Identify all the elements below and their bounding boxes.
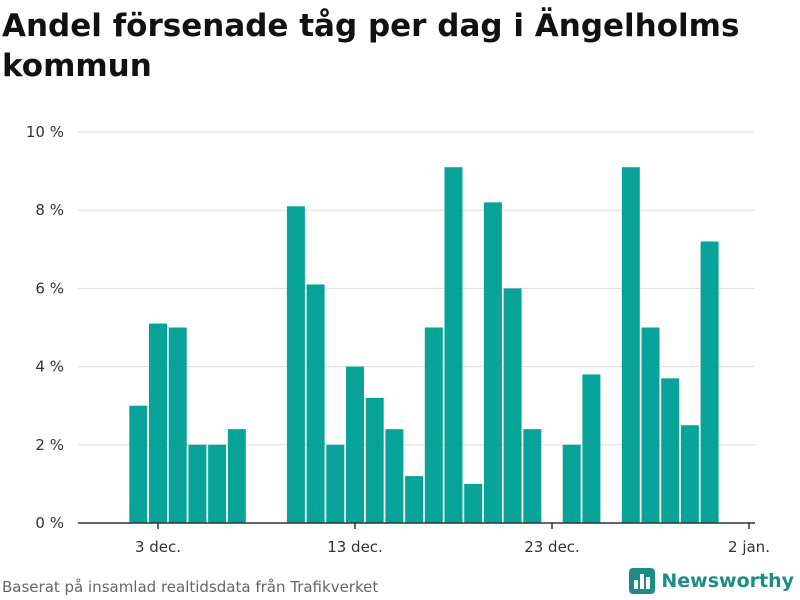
bar	[621, 167, 640, 523]
bar	[188, 444, 207, 523]
bars	[129, 167, 719, 524]
bar	[385, 429, 404, 523]
y-tick-label: 0 %	[35, 514, 64, 532]
x-axis: 3 dec. 13 dec. 23 dec. 2 jan.	[78, 522, 770, 556]
y-tick-label: 2 %	[35, 436, 64, 454]
bar	[483, 202, 502, 523]
bar	[523, 429, 542, 523]
bar	[562, 444, 581, 523]
bar	[641, 327, 660, 523]
bar	[306, 284, 325, 523]
bar	[208, 444, 227, 523]
x-tick-label: 3 dec.	[135, 538, 181, 556]
y-axis-ticks: 0 % 2 % 4 % 6 % 8 % 10 %	[26, 123, 64, 532]
y-tick-label: 4 %	[35, 358, 64, 376]
chart-title: Andel försenade tåg per dag i Ängelholms…	[2, 8, 740, 84]
bar	[286, 206, 305, 524]
bar	[700, 241, 719, 524]
bar	[464, 483, 483, 523]
x-tick-label: 13 dec.	[327, 538, 383, 556]
bar	[661, 378, 680, 523]
bar	[405, 476, 424, 523]
bar	[424, 327, 443, 523]
brand-name: Newsworthy	[661, 570, 794, 592]
y-tick-label: 10 %	[26, 123, 64, 141]
source-note: Baserat på insamlad realtidsdata från Tr…	[2, 578, 379, 596]
bar	[149, 323, 167, 523]
bar	[582, 374, 601, 523]
x-tick-label: 2 jan.	[728, 538, 770, 556]
bar	[444, 167, 463, 523]
bar	[326, 444, 345, 523]
y-tick-label: 6 %	[35, 279, 64, 297]
bar	[365, 397, 384, 523]
bar	[503, 288, 522, 523]
bar	[129, 405, 148, 523]
brand-logo: Newsworthy	[629, 568, 794, 594]
y-tick-label: 8 %	[35, 201, 64, 219]
bar	[227, 429, 246, 523]
bar	[680, 425, 699, 523]
bar-chart-logo-icon	[629, 568, 656, 594]
bar	[346, 366, 364, 523]
bar	[168, 327, 187, 523]
x-tick-label: 23 dec.	[524, 538, 580, 556]
